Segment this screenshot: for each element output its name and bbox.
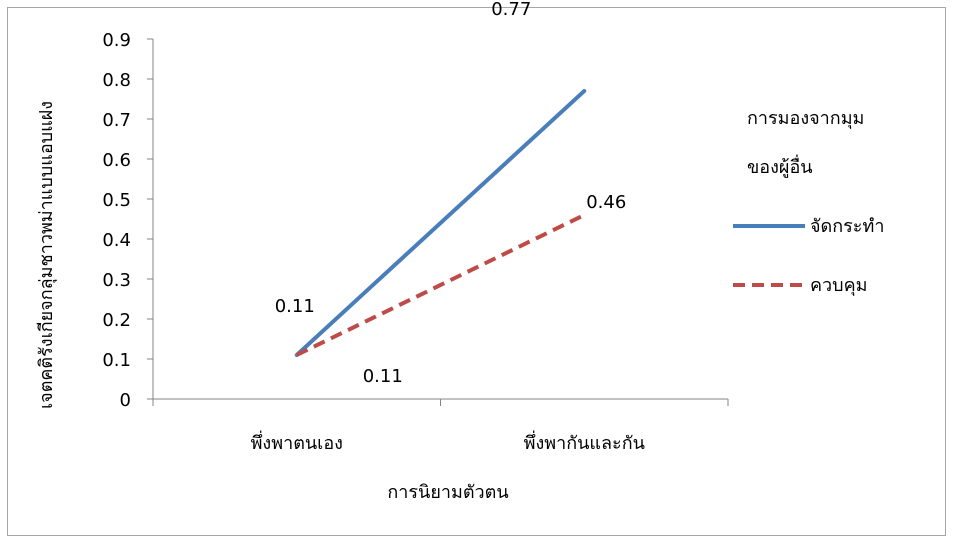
y-tick-label: 0.8 bbox=[102, 70, 131, 91]
legend-label-control: ควบคุม bbox=[810, 275, 867, 296]
data-label: 0.11 bbox=[363, 366, 403, 387]
y-tick-label: 0.3 bbox=[102, 270, 131, 291]
legend: การมองจากมุม ของผู้อื่น จัดกระทำ ควบคุม bbox=[733, 108, 884, 296]
y-tick-label: 0.6 bbox=[102, 150, 131, 171]
series-line-1 bbox=[295, 213, 586, 357]
data-label: 0.11 bbox=[275, 296, 315, 317]
y-tick-label: 0.9 bbox=[102, 30, 131, 51]
legend-title-line1: การมองจากมุม bbox=[747, 108, 864, 129]
series-line-0 bbox=[294, 89, 587, 357]
x-category-labels: พึ่งพาตนเอง พึ่งพากันและกัน bbox=[251, 430, 645, 454]
y-tick-labels: 0 0.1 0.2 0.3 0.4 0.5 0.6 0.7 0.8 0.9 bbox=[102, 30, 131, 411]
y-tick-label: 0.1 bbox=[102, 350, 131, 371]
x-category-label: พึ่งพากันและกัน bbox=[524, 430, 645, 454]
axes bbox=[147, 38, 729, 406]
y-tick-label: 0.4 bbox=[102, 230, 131, 251]
legend-label-manipulated: จัดกระทำ bbox=[810, 216, 884, 237]
y-tick-label: 0.7 bbox=[102, 110, 131, 131]
chart-frame bbox=[7, 7, 946, 536]
y-axis-title: เจตคติรังเกียจกลุ่มชาวพม่าแบบแอบแฝง bbox=[36, 101, 57, 409]
data-labels: 0.11 0.77 0.11 0.46 bbox=[275, 0, 627, 387]
series-lines bbox=[294, 89, 587, 357]
legend-title-line2: ของผู้อื่น bbox=[747, 154, 813, 178]
x-category-label: พึ่งพาตนเอง bbox=[251, 430, 343, 454]
y-tick-label: 0.2 bbox=[102, 310, 131, 331]
x-axis-title: การนิยามตัวตน bbox=[387, 482, 508, 503]
data-label: 0.77 bbox=[491, 0, 531, 20]
y-tick-label: 0.5 bbox=[102, 190, 131, 211]
y-tick-label: 0 bbox=[120, 390, 131, 411]
data-label: 0.46 bbox=[586, 192, 626, 213]
